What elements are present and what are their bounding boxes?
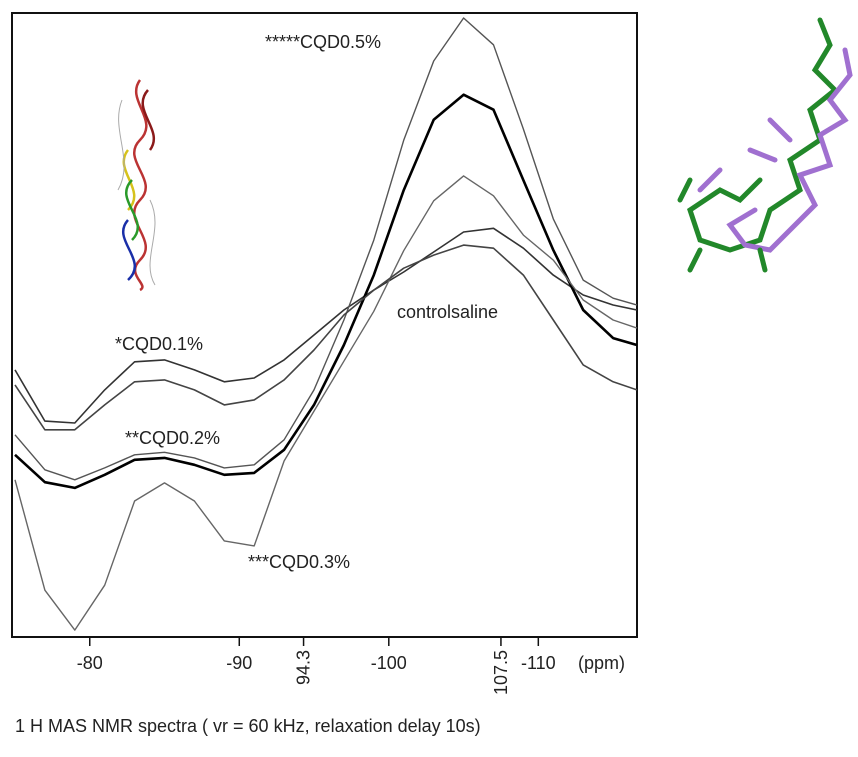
molecule-illustration	[680, 20, 850, 270]
series-label: **CQD0.2%	[125, 428, 220, 448]
series-label: *****CQD0.5%	[265, 32, 381, 52]
spectrum-line	[15, 95, 637, 488]
x-tick-label: 107.5	[491, 650, 511, 695]
x-tick-label: 94.3	[294, 650, 314, 685]
series-label: ***CQD0.3%	[248, 552, 350, 572]
caption: 1 H MAS NMR spectra ( vr = 60 kHz, relax…	[15, 716, 481, 736]
spectrum-line	[15, 245, 637, 430]
x-tick-label: -90	[226, 653, 252, 673]
x-tick-label: -80	[77, 653, 103, 673]
helix-illustration	[118, 80, 155, 290]
x-tick-label: -110	[521, 653, 556, 673]
spectrum-line	[15, 18, 637, 480]
page: {"chart_data": { "type": "line", "x_unit…	[0, 0, 858, 752]
series-label: *CQD0.1%	[115, 334, 203, 354]
x-tick-label: -100	[371, 653, 407, 673]
series-label: controlsaline	[397, 302, 498, 322]
chart: 1 H MAS NMR spectra ( vr = 60 kHz, relax…	[0, 0, 858, 752]
plot-frame	[12, 13, 637, 637]
spectrum-line	[15, 228, 637, 423]
x-unit-label: (ppm)	[578, 653, 625, 673]
